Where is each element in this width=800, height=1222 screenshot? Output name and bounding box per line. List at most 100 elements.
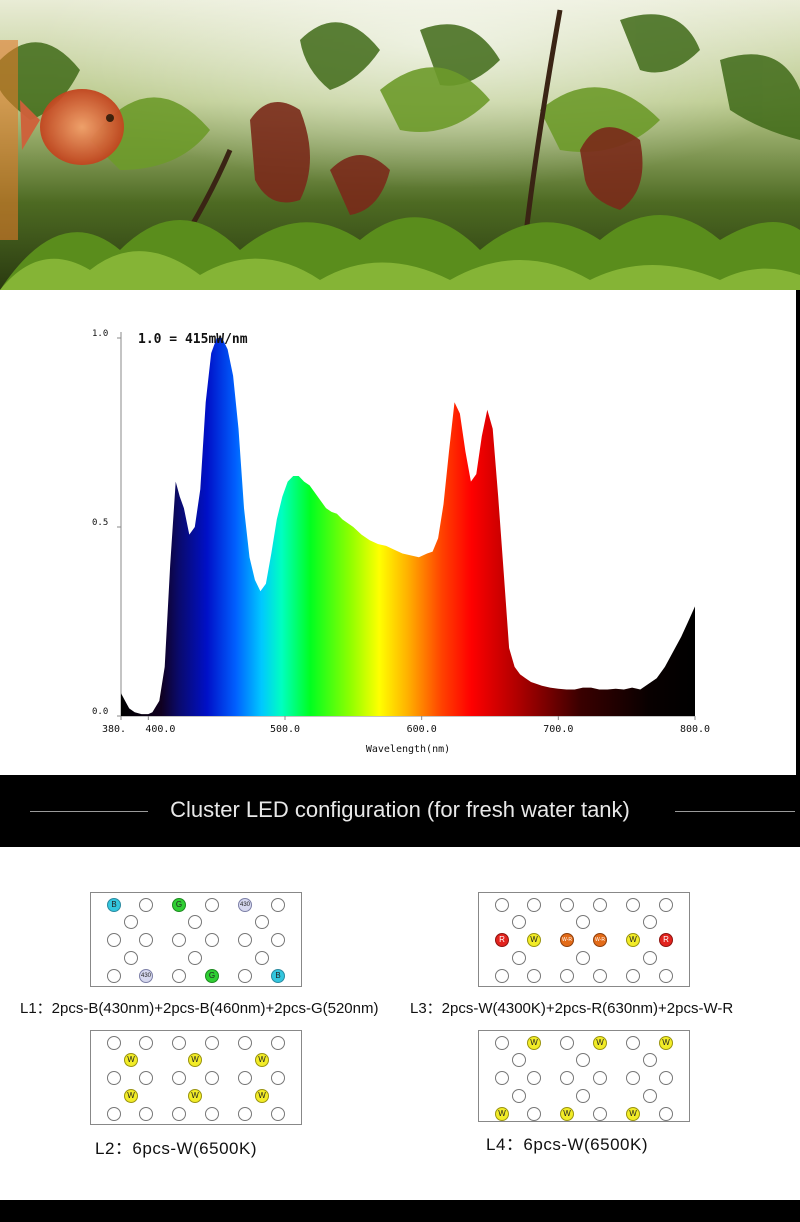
heading-rule-left xyxy=(30,811,148,812)
led-yellow: W xyxy=(527,1036,541,1050)
led-yellow: W xyxy=(626,933,640,947)
spectrum-chart-panel: 380. 400.0 500.0 600.0 700.0 800.0 1.0 0.5 0.0 1… xyxy=(0,290,796,775)
led-empty xyxy=(512,1053,526,1067)
led-empty xyxy=(271,933,285,947)
led-empty xyxy=(188,951,202,965)
led-empty xyxy=(560,1036,574,1050)
led-empty xyxy=(107,1107,121,1121)
led-empty xyxy=(576,915,590,929)
x-tick-label: 400.0 xyxy=(145,724,175,735)
led-empty xyxy=(124,915,138,929)
led-empty xyxy=(172,1036,186,1050)
y-tick-label: 1.0 xyxy=(92,329,108,339)
led-empty xyxy=(495,1071,509,1085)
led-blue: B xyxy=(271,969,285,983)
led-empty xyxy=(593,1107,607,1121)
power-annotation: 1.0 = 415mW/nm xyxy=(138,332,248,347)
led-empty xyxy=(512,915,526,929)
led-empty xyxy=(659,1107,673,1121)
led-empty xyxy=(527,898,541,912)
led-empty xyxy=(107,969,121,983)
led-yellow: W xyxy=(188,1089,202,1103)
led-empty xyxy=(205,898,219,912)
led-empty xyxy=(495,1036,509,1050)
led-board-l1: B G 430 430 G B xyxy=(90,892,302,987)
led-empty xyxy=(188,915,202,929)
caption-l4: L4：6pcs-W(6500K) xyxy=(486,1135,649,1154)
led-board-l3: R W W-R W-R W R xyxy=(478,892,690,987)
cluster-config-heading: Cluster LED configuration (for fresh wat… xyxy=(0,775,800,847)
led-empty xyxy=(576,1089,590,1103)
led-red: R xyxy=(659,933,673,947)
led-empty xyxy=(205,1036,219,1050)
led-yellow: W xyxy=(527,933,541,947)
led-yellow: W xyxy=(188,1053,202,1067)
led-yellow: W xyxy=(626,1107,640,1121)
led-orange: W-R xyxy=(593,933,607,947)
led-empty xyxy=(255,915,269,929)
discus-fish xyxy=(20,89,124,165)
led-green: G xyxy=(205,969,219,983)
led-empty xyxy=(626,898,640,912)
heading-rule-right xyxy=(675,811,795,812)
led-empty xyxy=(139,1036,153,1050)
led-empty xyxy=(527,1107,541,1121)
led-empty xyxy=(271,898,285,912)
led-empty xyxy=(238,933,252,947)
led-empty xyxy=(643,915,657,929)
caption-l1: L1：2pcs-B(430nm)+2pcs-B(460nm)+2pcs-G(52… xyxy=(20,1000,379,1017)
led-empty xyxy=(172,1071,186,1085)
led-empty xyxy=(139,898,153,912)
spectrum-area xyxy=(121,338,695,716)
led-empty xyxy=(139,933,153,947)
led-empty xyxy=(527,969,541,983)
led-yellow: W xyxy=(124,1053,138,1067)
led-empty xyxy=(643,1089,657,1103)
aquarium-photo xyxy=(0,0,800,290)
x-tick-label: 600.0 xyxy=(407,724,437,735)
y-tick-label: 0.5 xyxy=(92,518,108,528)
led-empty xyxy=(139,1071,153,1085)
aquarium-illustration xyxy=(0,0,800,290)
led-orange: W-R xyxy=(560,933,574,947)
led-empty xyxy=(205,1107,219,1121)
x-tick-label: 500.0 xyxy=(270,724,300,735)
y-tick-label: 0.0 xyxy=(92,707,108,717)
led-empty xyxy=(495,898,509,912)
caption-l3: L3：2pcs-W(4300K)+2pcs-R(630nm)+2pcs-W-R xyxy=(410,1000,734,1017)
led-board-l2: W W W W W W xyxy=(90,1030,302,1125)
led-empty xyxy=(238,1107,252,1121)
led-empty xyxy=(576,1053,590,1067)
led-yellow: W xyxy=(255,1053,269,1067)
led-empty xyxy=(172,1107,186,1121)
led-empty xyxy=(512,951,526,965)
led-blue: B xyxy=(107,898,121,912)
led-yellow: W xyxy=(495,1107,509,1121)
led-empty xyxy=(205,933,219,947)
led-empty xyxy=(107,933,121,947)
x-axis-label: Wavelength(nm) xyxy=(366,744,450,755)
x-tick-label: 700.0 xyxy=(543,724,573,735)
led-empty xyxy=(172,969,186,983)
section-title: Cluster LED configuration (for fresh wat… xyxy=(170,797,630,822)
led-empty xyxy=(626,1071,640,1085)
led-empty xyxy=(626,1036,640,1050)
led-empty xyxy=(643,1053,657,1067)
led-empty xyxy=(205,1071,219,1085)
led-empty xyxy=(560,1071,574,1085)
led-yellow: W xyxy=(560,1107,574,1121)
led-empty xyxy=(238,1036,252,1050)
spectrum-chart: 380. 400.0 500.0 600.0 700.0 800.0 1.0 0.5 0.0 1… xyxy=(92,329,710,755)
led-board-l4: W W W W W W xyxy=(478,1030,690,1122)
led-green: G xyxy=(172,898,186,912)
led-empty xyxy=(659,1071,673,1085)
led-empty xyxy=(238,1071,252,1085)
led-empty xyxy=(172,933,186,947)
led-empty xyxy=(659,898,673,912)
led-empty xyxy=(271,1036,285,1050)
x-tick-label: 800.0 xyxy=(680,724,710,735)
led-empty xyxy=(527,1071,541,1085)
led-yellow: W xyxy=(593,1036,607,1050)
led-empty xyxy=(139,1107,153,1121)
led-empty xyxy=(512,1089,526,1103)
